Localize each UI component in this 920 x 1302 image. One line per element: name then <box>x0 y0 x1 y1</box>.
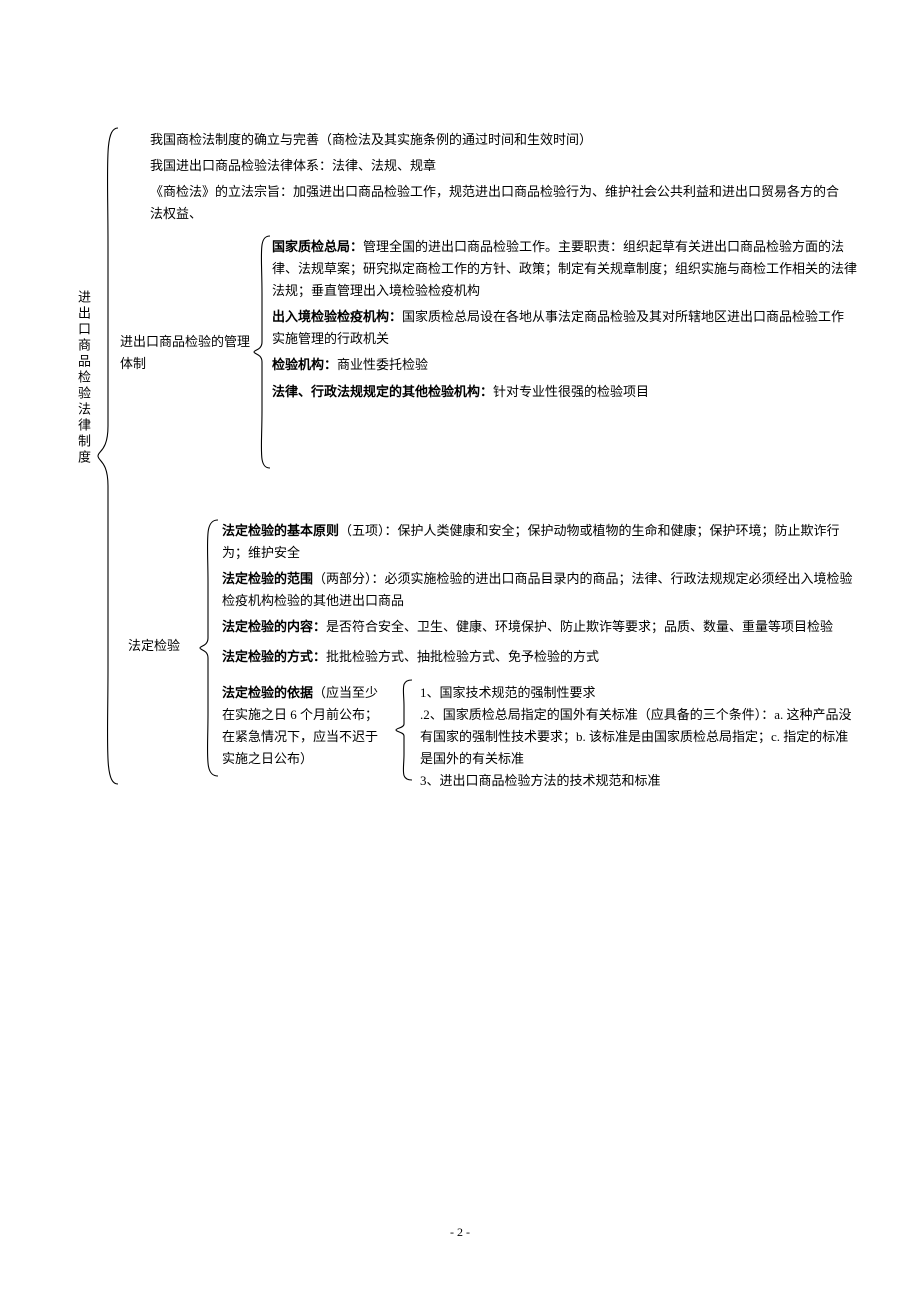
management-item-4: 法律、行政法规规定的其他检验机构：针对专业性很强的检验项目 <box>272 381 857 403</box>
statutory-p2: 法定检验的范围（两部分）：必须实施检验的进出口商品目录内的商品；法律、行政法规规… <box>222 568 862 612</box>
root-brace <box>96 126 120 786</box>
basis-brace <box>394 678 414 782</box>
mgmt-item1-bold: 国家质检总局： <box>272 239 363 254</box>
management-label: 进出口商品检验的管理体制 <box>120 331 250 375</box>
management-brace <box>252 234 272 470</box>
basis-item-3: 3、进出口商品检验方法的技术规范和标准 <box>420 770 855 792</box>
intro-line-2: 我国进出口商品检验法律体系：法律、法规、规章 <box>150 155 850 177</box>
basis-item-1: 1、国家技术规范的强制性要求 <box>420 682 855 704</box>
statutory-p4: 法定检验的方式：批批检验方式、抽批检验方式、免予检验的方式 <box>222 646 862 668</box>
mgmt-item3-bold: 检验机构： <box>272 357 337 372</box>
management-item-2: 出入境检验检疫机构：国家质检总局设在各地从事法定商品检验及其对所辖地区进出口商品… <box>272 306 857 350</box>
statutory-p3-text: 是否符合安全、卫生、健康、环境保护、防止欺诈等要求；品质、数量、重量等项目检验 <box>326 619 833 634</box>
statutory-p2-text: （两部分）：必须实施检验的进出口商品目录内的商品；法律、行政法规规定必须经出入境… <box>222 571 853 608</box>
basis-item-2: .2、国家质检总局指定的国外有关标准（应具备的三个条件）：a. 这种产品没有国家… <box>420 704 855 770</box>
mgmt-item3-text: 商业性委托检验 <box>337 357 428 372</box>
statutory-p3: 法定检验的内容：是否符合安全、卫生、健康、环境保护、防止欺诈等要求；品质、数量、… <box>222 616 862 638</box>
mgmt-item4-bold: 法律、行政法规规定的其他检验机构： <box>272 384 493 399</box>
root-title: 进出口商品检验法律制度 <box>78 290 94 466</box>
intro-line-3: 《商检法》的立法宗旨：加强进出口商品检验工作，规范进出口商品检验行为、维护社会公… <box>150 181 850 225</box>
statutory-p2-bold: 法定检验的范围 <box>222 571 313 586</box>
statutory-p3-bold: 法定检验的内容： <box>222 619 326 634</box>
basis-label: 法定检验的依据（应当至少在实施之日 6 个月前公布；在紧急情况下，应当不迟于实施… <box>222 682 384 770</box>
basis-content: 1、国家技术规范的强制性要求 .2、国家质检总局指定的国外有关标准（应具备的三个… <box>420 682 855 792</box>
intro-section: 我国商检法制度的确立与完善（商检法及其实施条例的通过时间和生效时间） 我国进出口… <box>150 129 850 229</box>
intro-line-1: 我国商检法制度的确立与完善（商检法及其实施条例的通过时间和生效时间） <box>150 129 850 151</box>
statutory-brace <box>198 518 220 778</box>
statutory-p4-bold: 法定检验的方式： <box>222 649 326 664</box>
basis-bold: 法定检验的依据 <box>222 685 313 700</box>
management-item-1: 国家质检总局：管理全国的进出口商品检验工作。主要职责：组织起草有关进出口商品检验… <box>272 236 857 302</box>
statutory-p4-text: 批批检验方式、抽批检验方式、免予检验的方式 <box>326 649 599 664</box>
statutory-content: 法定检验的基本原则（五项）：保护人类健康和安全；保护动物或植物的生命和健康；保护… <box>222 520 862 673</box>
mgmt-item4-text: 针对专业性很强的检验项目 <box>493 384 649 399</box>
statutory-label: 法定检验 <box>128 635 180 657</box>
management-content: 国家质检总局：管理全国的进出口商品检验工作。主要职责：组织起草有关进出口商品检验… <box>272 236 857 407</box>
mgmt-item2-bold: 出入境检验检疫机构： <box>272 309 402 324</box>
page-container: 进出口商品检验法律制度 我国商检法制度的确立与完善（商检法及其实施条例的通过时间… <box>0 0 920 1302</box>
management-item-3: 检验机构：商业性委托检验 <box>272 354 857 376</box>
page-number: - 2 - <box>0 1222 920 1242</box>
statutory-p1: 法定检验的基本原则（五项）：保护人类健康和安全；保护动物或植物的生命和健康；保护… <box>222 520 862 564</box>
statutory-p1-bold: 法定检验的基本原则 <box>222 523 339 538</box>
